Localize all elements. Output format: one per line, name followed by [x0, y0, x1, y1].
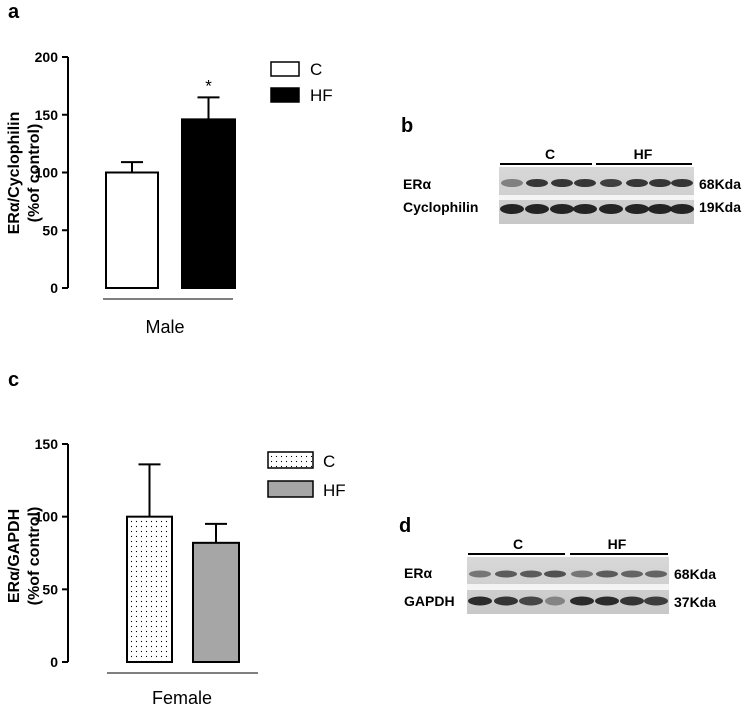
y-axis-title-c-line1: ERα/GAPDH	[6, 509, 23, 603]
blot-band	[500, 204, 524, 214]
blot-b-group-c: C	[545, 146, 555, 162]
blot-band	[648, 204, 672, 214]
blot-band	[545, 596, 565, 606]
y-tick-label: 0	[50, 654, 58, 670]
y-tick-label: 150	[35, 436, 59, 452]
y-tick-label: 150	[35, 107, 59, 123]
y-axis-title-a-line1: ERα/Cyclophilin	[6, 112, 23, 235]
blot-d-size-row1: 68Kda	[674, 566, 716, 582]
blot-band	[626, 179, 648, 187]
blot-band	[574, 179, 596, 187]
blot-d-bands-row2	[468, 596, 668, 606]
panel-letter-d: d	[399, 515, 411, 537]
blot-band	[526, 179, 548, 187]
blot-band	[649, 179, 671, 187]
blot-d-label-row1: ERα	[404, 565, 432, 581]
bar-c	[126, 515, 173, 664]
bar-hf	[192, 541, 240, 663]
blot-band	[525, 204, 549, 214]
y-tick-label: 100	[35, 509, 59, 525]
blot-b-size-row1: 68Kda	[699, 176, 741, 192]
y-axis-title-c-line2: (%of control)	[26, 507, 43, 606]
y-axis-c: 0 50 100 150	[35, 436, 69, 670]
blot-band	[595, 596, 619, 606]
legend-label: HF	[323, 481, 346, 500]
western-blot-b: C HF ERα Cyclophilin 68Kda 19Kda	[403, 146, 741, 224]
legend-a: C HF	[270, 60, 333, 105]
y-tick-label: 50	[42, 581, 58, 597]
blot-b-label-row1: ERα	[403, 176, 431, 192]
y-axis-title-a-line2: (%of control)	[26, 124, 43, 223]
blot-band	[596, 570, 618, 578]
blot-b-bands-row1	[501, 179, 693, 187]
blot-band	[519, 596, 543, 606]
blot-d-separator	[467, 584, 669, 590]
blot-d-bands-row1	[469, 570, 667, 578]
y-tick-label: 0	[50, 280, 58, 296]
bar-hf	[181, 118, 236, 290]
blot-d-group-c: C	[513, 536, 523, 552]
western-blot-d: C HF ERα GAPDH 68Kda 37Kda	[404, 536, 716, 614]
significance-marker: *	[205, 76, 212, 95]
blot-band	[544, 570, 566, 578]
blot-band	[644, 596, 668, 606]
blot-b-bands-row2	[500, 204, 694, 214]
y-tick-label: 50	[42, 222, 58, 238]
blot-band	[625, 204, 649, 214]
group-label-female: Female	[152, 688, 212, 708]
legend-swatch	[267, 480, 314, 498]
blot-b-separator	[499, 195, 694, 200]
blot-band	[671, 179, 693, 187]
group-label-male: Male	[145, 317, 184, 337]
blot-b-size-row2: 19Kda	[699, 199, 741, 215]
legend-swatch	[270, 61, 300, 77]
panel-letter-b: b	[401, 115, 413, 137]
y-tick-label: 200	[35, 49, 59, 65]
panel-letter-c: c	[8, 369, 19, 391]
blot-band	[494, 596, 518, 606]
blot-d-label-row2: GAPDH	[404, 593, 455, 609]
blot-band	[468, 596, 492, 606]
blot-band	[599, 204, 623, 214]
legend-c: C HF	[267, 451, 346, 500]
legend-label: HF	[310, 86, 333, 105]
y-axis-a: 0 50 100 150 200	[35, 49, 69, 296]
blot-band	[670, 204, 694, 214]
blot-band	[571, 570, 593, 578]
blot-b-group-hf: HF	[634, 146, 653, 162]
y-tick-label: 100	[35, 165, 59, 181]
panel-letter-a: a	[8, 1, 20, 23]
legend-swatch	[270, 87, 300, 103]
blot-band	[520, 570, 542, 578]
bars-c	[126, 463, 240, 664]
bars-a: *	[105, 76, 236, 290]
blot-band	[469, 570, 491, 578]
bar-c	[105, 171, 159, 289]
chart-female: ERα/GAPDH (%of control) 0 50 100 150 Female…	[6, 436, 346, 708]
blot-b-label-row2: Cyclophilin	[403, 199, 478, 215]
blot-d-group-hf: HF	[608, 536, 627, 552]
blot-band	[573, 204, 597, 214]
blot-d-size-row2: 37Kda	[674, 594, 716, 610]
blot-band	[570, 596, 594, 606]
blot-band	[645, 570, 667, 578]
blot-band	[550, 204, 574, 214]
legend-swatch	[267, 451, 314, 469]
chart-male: ERα/Cyclophilin (%of control) 0 50 100 150 2…	[6, 49, 333, 337]
blot-band	[501, 179, 523, 187]
blot-band	[551, 179, 573, 187]
legend-label: C	[323, 452, 335, 471]
legend-label: C	[310, 60, 322, 79]
blot-band	[600, 179, 622, 187]
blot-band	[620, 596, 644, 606]
blot-band	[495, 570, 517, 578]
blot-band	[621, 570, 643, 578]
